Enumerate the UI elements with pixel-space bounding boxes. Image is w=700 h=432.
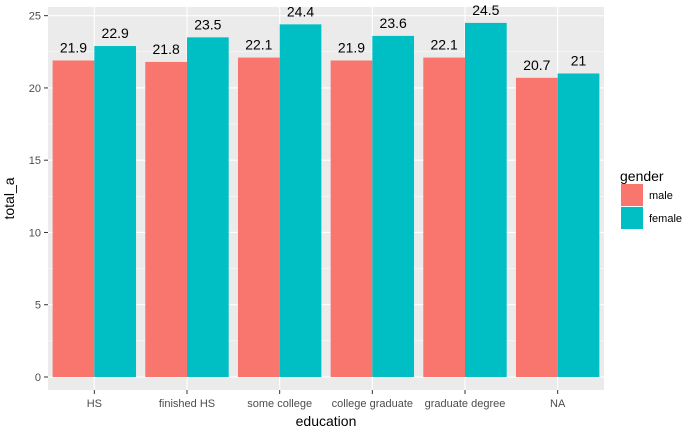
bar-male xyxy=(145,61,187,377)
bar-female xyxy=(94,46,137,377)
legend-label-male: male xyxy=(649,190,673,202)
legend-label-female: female xyxy=(649,213,682,225)
x-tick-label: graduate degree xyxy=(425,398,506,410)
data-label-female: 23.6 xyxy=(380,15,407,31)
y-tick-label: 0 xyxy=(35,372,41,384)
data-label-female: 21 xyxy=(571,52,587,68)
bars xyxy=(52,22,600,377)
bar-female xyxy=(557,73,600,377)
data-label-male: 22.1 xyxy=(245,37,272,53)
x-tick-label: college graduate xyxy=(332,398,413,410)
legend-key-male xyxy=(621,184,643,206)
data-label-male: 21.9 xyxy=(338,39,365,55)
bar-male xyxy=(515,77,558,377)
bar-male xyxy=(52,60,95,377)
x-axis-title: education xyxy=(296,413,357,429)
y-tick-label: 10 xyxy=(29,227,41,239)
data-label-male: 21.9 xyxy=(60,39,87,55)
x-axis: HS finished HS some college college graduat… xyxy=(87,390,566,410)
x-tick-label: HS xyxy=(87,398,102,410)
y-axis: 0 5 10 15 20 25 xyxy=(29,11,48,384)
data-label-male: 22.1 xyxy=(431,37,458,53)
bar-female xyxy=(187,37,229,377)
y-tick-label: 15 xyxy=(29,155,41,167)
bar-female xyxy=(372,35,415,377)
y-axis-title: total_a xyxy=(1,177,17,219)
data-label-female: 23.5 xyxy=(194,16,221,32)
data-label-male: 21.8 xyxy=(153,41,180,57)
y-tick-label: 25 xyxy=(29,11,41,23)
bar-female xyxy=(465,22,507,377)
bar-male xyxy=(330,60,373,377)
data-label-female: 24.4 xyxy=(287,3,314,19)
x-tick-label: finished HS xyxy=(159,398,215,410)
plot-panel xyxy=(48,7,604,390)
bar-female xyxy=(279,24,322,377)
bar-male xyxy=(423,57,465,377)
y-tick-label: 20 xyxy=(29,83,41,95)
data-label-male: 20.7 xyxy=(523,57,550,73)
data-label-female: 22.9 xyxy=(102,25,129,41)
legend-key-female xyxy=(621,207,643,229)
legend: gender male female xyxy=(620,168,682,229)
bar-male xyxy=(237,57,280,377)
data-labels: 21.9 21.8 22.1 21.9 22.1 20.7 22.9 23.5 24.4 23.6… xyxy=(60,2,587,73)
legend-title: gender xyxy=(620,168,664,184)
data-label-female: 24.5 xyxy=(472,2,499,18)
y-tick-label: 5 xyxy=(35,300,41,312)
x-tick-label: NA xyxy=(550,398,566,410)
x-tick-label: some college xyxy=(247,398,312,410)
